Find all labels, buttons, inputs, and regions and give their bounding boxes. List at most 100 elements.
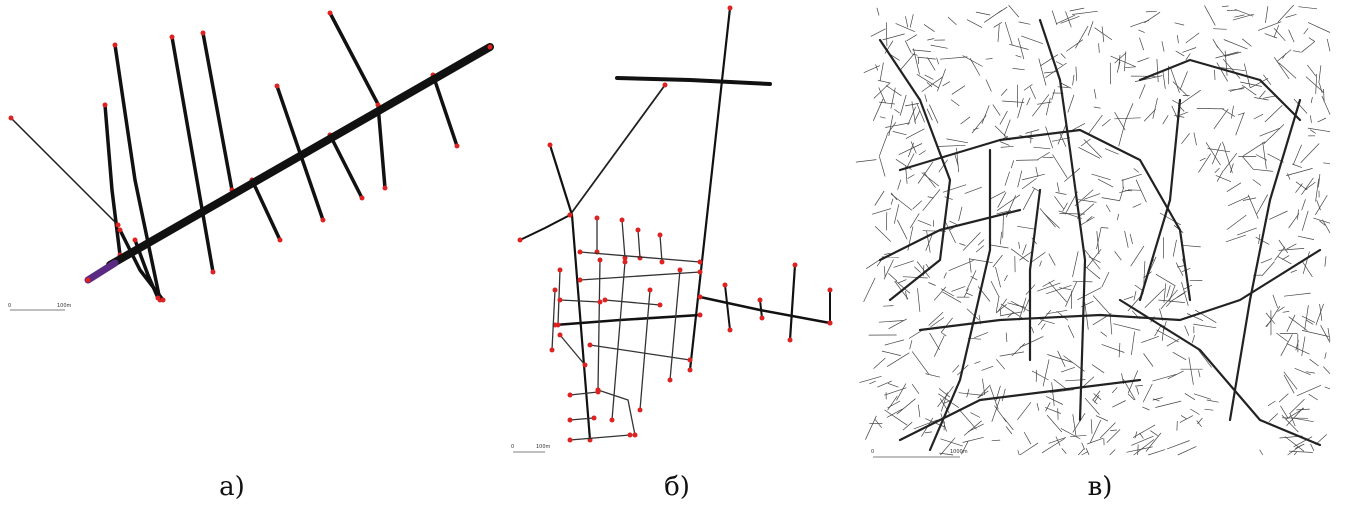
street [1288,445,1302,455]
street [1224,153,1237,170]
street [1087,438,1103,444]
road [552,290,555,350]
node [383,186,388,191]
road [590,345,690,360]
street [1278,257,1291,264]
street [967,20,982,28]
street [878,80,891,83]
street [886,22,887,46]
node [103,103,108,108]
scale-start: 0 [511,444,514,450]
street [1276,333,1287,342]
street [889,319,907,329]
street [1084,194,1100,200]
street [1182,48,1196,53]
street [1142,407,1149,410]
street [1047,415,1062,432]
street [894,109,899,113]
street [1126,447,1152,453]
road [1140,100,1180,300]
street [1002,101,1024,103]
street [1125,231,1129,248]
road [110,47,490,265]
street [963,56,983,67]
node [658,303,663,308]
road [760,300,762,318]
street [1181,415,1187,419]
street [1319,65,1321,83]
node [588,343,593,348]
street [1180,416,1193,423]
street [889,115,893,136]
street [1295,368,1311,375]
street [952,286,966,291]
street [1053,155,1068,178]
street [1046,402,1051,411]
street [1049,254,1056,266]
node [592,416,597,421]
street [1004,275,1007,281]
node [760,316,765,321]
street [1061,54,1066,59]
street [963,232,980,250]
road [11,118,118,225]
street [1070,8,1084,11]
scale-end: 100m [57,303,72,309]
road [570,85,665,215]
street [924,172,936,188]
street [1138,58,1150,62]
street [1030,87,1036,99]
street [1243,142,1265,156]
street [1227,183,1241,192]
street [1168,371,1184,379]
street [1004,418,1014,430]
street [1311,97,1312,103]
street [1060,213,1085,214]
street [1052,11,1057,25]
street [1194,394,1211,400]
caption: в) [1088,472,1113,502]
street [976,12,990,15]
node [578,278,583,283]
street [996,267,1001,287]
road [605,300,660,305]
street [1094,107,1101,108]
caption: б) [664,472,690,502]
street [1167,339,1180,346]
street [1273,295,1278,308]
street [885,123,910,128]
street [1107,429,1120,442]
street [972,115,986,133]
street [1133,204,1141,208]
street [1017,226,1036,229]
node [723,283,728,288]
street [1135,432,1137,439]
street [1263,142,1267,169]
road [252,180,280,240]
node [638,408,643,413]
street [1081,217,1094,225]
street [966,293,973,296]
road [670,270,680,380]
street [1176,263,1183,276]
street [1275,247,1285,261]
road [558,270,560,325]
street [1138,30,1144,33]
node [118,228,123,233]
street [913,201,922,209]
street [1112,387,1117,393]
street [1034,147,1051,149]
road [330,13,380,108]
street [964,421,982,436]
page: 0 100m 0 100m 0 1000m а) б) в) (() => { … [0,0,1360,506]
street [1111,56,1136,67]
street [1115,112,1126,130]
street [998,7,1008,13]
street [1018,171,1022,188]
street [1194,133,1197,146]
street [1056,15,1075,24]
street [943,185,966,193]
street [1056,62,1062,65]
street [1224,40,1248,50]
road [640,290,650,410]
